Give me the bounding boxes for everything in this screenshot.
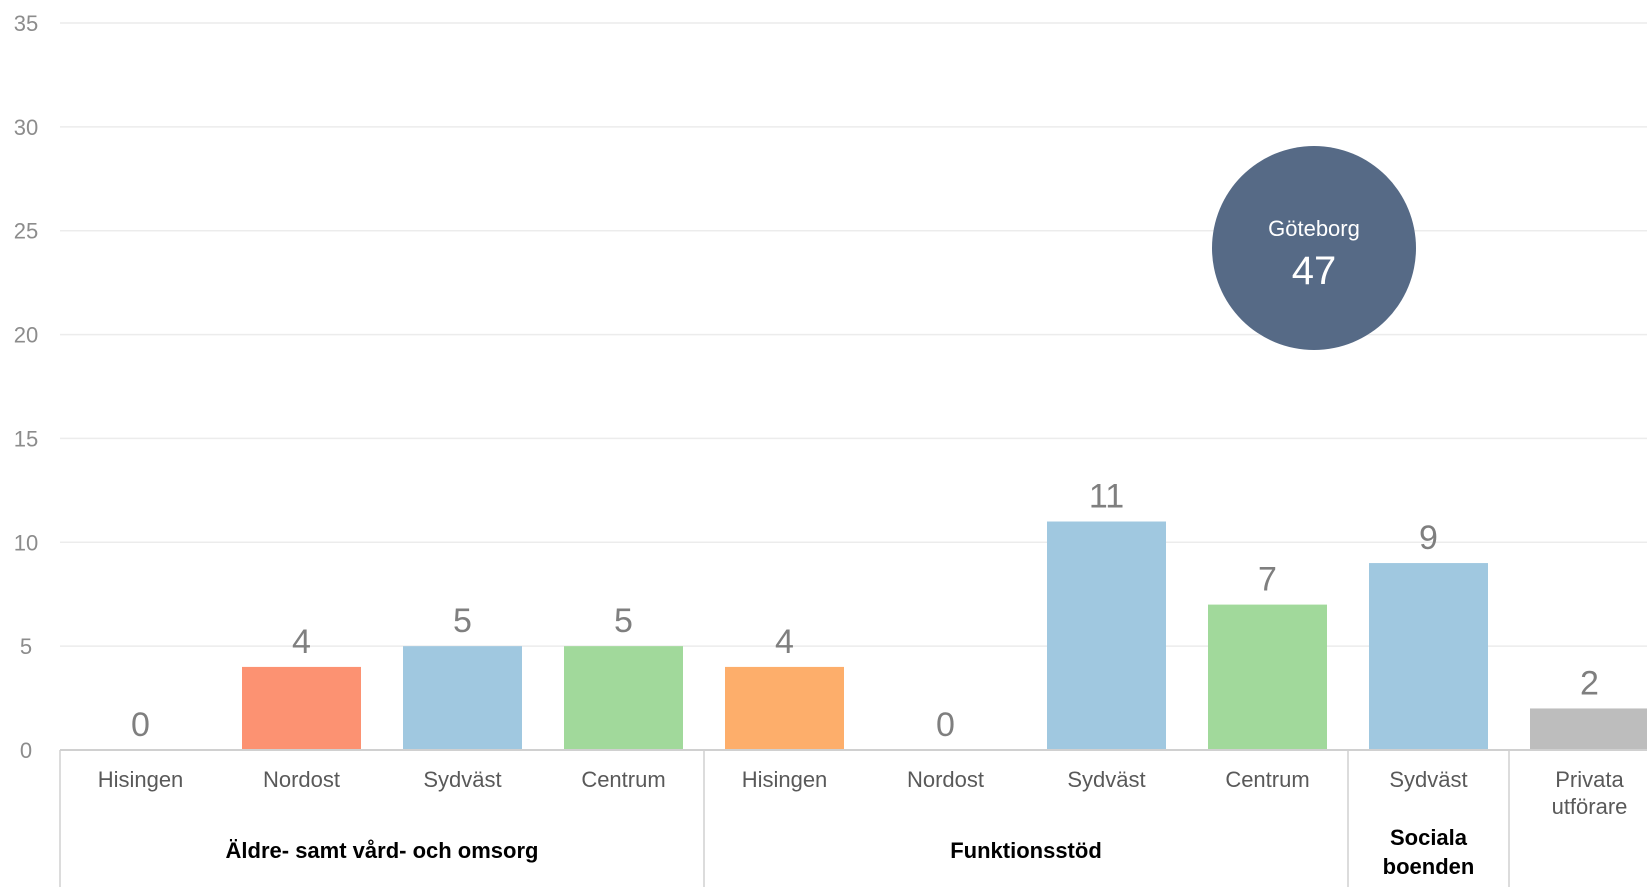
- group-label: boenden: [1383, 854, 1475, 879]
- x-tick-label: Sydväst: [1389, 767, 1467, 792]
- value-label: 4: [292, 623, 311, 661]
- y-tick-label: 30: [14, 115, 38, 140]
- x-tick-label: Nordost: [263, 767, 340, 792]
- bar: [1530, 708, 1647, 750]
- group-label: Funktionsstöd: [950, 838, 1102, 863]
- group-label: Sociala: [1390, 825, 1468, 850]
- y-tick-label: 20: [14, 323, 38, 348]
- bar: [564, 646, 683, 750]
- value-label: 9: [1419, 519, 1438, 557]
- y-axis: 0 5 10 15 20 25 30 35: [14, 11, 38, 763]
- total-bubble-label: Göteborg: [1268, 216, 1360, 241]
- x-tick-label: Centrum: [1225, 767, 1309, 792]
- bar: [242, 666, 361, 750]
- value-label: 7: [1258, 561, 1277, 599]
- value-label: 11: [1089, 478, 1124, 516]
- bars: [242, 521, 1647, 750]
- x-tick-label: utförare: [1552, 794, 1628, 819]
- x-tick-label: Hisingen: [98, 767, 184, 792]
- x-axis: Hisingen Nordost Sydväst Centrum Hisingen Nor…: [59, 749, 1647, 887]
- bar: [1047, 521, 1166, 750]
- x-tick-label: Sydväst: [1067, 767, 1145, 792]
- value-label: 2: [1580, 664, 1599, 702]
- y-tick-label: 0: [20, 738, 32, 763]
- bar: [1369, 563, 1488, 750]
- bar: [1208, 604, 1327, 750]
- group-label: Äldre- samt vård- och omsorg: [226, 838, 539, 863]
- x-tick-label: Sydväst: [423, 767, 501, 792]
- total-bubble-circle: [1212, 146, 1416, 350]
- bar: [725, 666, 844, 750]
- x-tick-label: Centrum: [581, 767, 665, 792]
- y-tick-label: 5: [20, 634, 32, 659]
- y-tick-label: 15: [14, 426, 38, 451]
- y-tick-label: 25: [14, 219, 38, 244]
- x-tick-label: Hisingen: [742, 767, 828, 792]
- total-bubble: Göteborg 47: [1212, 146, 1416, 350]
- value-label: 0: [936, 706, 955, 744]
- value-label: 5: [614, 602, 633, 640]
- x-tick-label: Privata: [1555, 767, 1624, 792]
- value-label: 4: [775, 623, 794, 661]
- value-labels: 0 4 5 5 4 0 11 7 9 2: [131, 478, 1599, 744]
- y-tick-label: 10: [14, 530, 38, 555]
- y-tick-label: 35: [14, 11, 38, 36]
- gridlines: [60, 22, 1647, 647]
- x-tick-label: Nordost: [907, 767, 984, 792]
- bar: [403, 646, 522, 750]
- total-bubble-value: 47: [1292, 249, 1337, 293]
- value-label: 5: [453, 602, 472, 640]
- value-label: 0: [131, 706, 150, 744]
